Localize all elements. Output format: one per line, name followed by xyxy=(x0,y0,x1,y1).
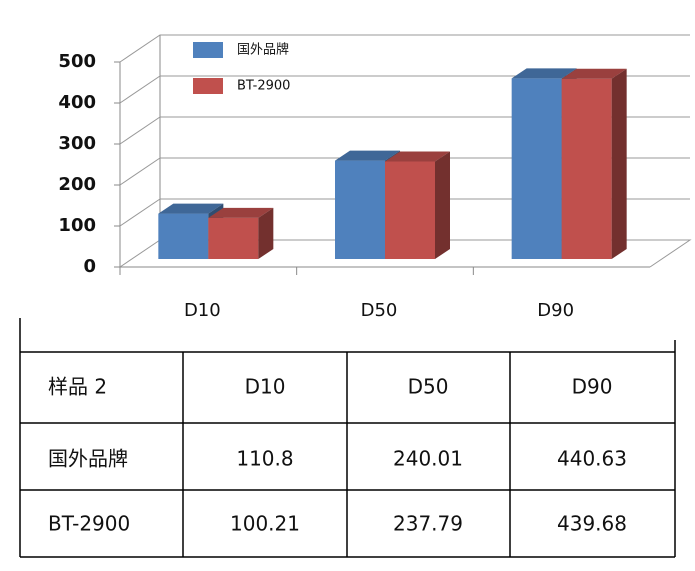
y-tick-label: 400 xyxy=(58,92,96,113)
table-cell: 100.21 xyxy=(230,512,300,536)
y-tick-label: 200 xyxy=(58,174,96,195)
bar xyxy=(208,217,259,259)
table-corner: 样品 2 xyxy=(48,375,107,399)
grid-line xyxy=(119,75,690,104)
table-cell: 240.01 xyxy=(393,447,463,471)
legend-label: 国外品牌 xyxy=(237,42,289,58)
y-tick-label: 300 xyxy=(58,133,96,154)
bar xyxy=(561,78,612,259)
y-tick-label: 0 xyxy=(83,256,96,277)
bar-side xyxy=(611,68,627,259)
table-cell: 110.8 xyxy=(236,447,293,471)
legend-label: BT-2900 xyxy=(237,79,290,94)
bar-top xyxy=(385,151,450,162)
bar-top xyxy=(208,207,274,218)
y-tick-label: 500 xyxy=(58,51,96,72)
legend-swatch xyxy=(193,78,223,94)
bar-top xyxy=(561,68,627,79)
table xyxy=(19,318,676,558)
x-tick-label: D90 xyxy=(537,300,574,321)
x-tick-label: D50 xyxy=(361,300,398,321)
bar-side xyxy=(258,207,274,259)
grid-line xyxy=(119,34,690,63)
table-cell: 440.63 xyxy=(557,447,627,471)
bar-top xyxy=(158,203,224,214)
y-tick-label: 100 xyxy=(58,215,96,236)
bar xyxy=(335,160,385,259)
bar-top xyxy=(335,150,400,161)
chart: 0 100 200 300 400 500 D10 D50 D90 国外品牌 BT-2900 D10 D… xyxy=(48,34,692,536)
bar xyxy=(511,78,562,259)
legend-swatch xyxy=(193,42,223,58)
table-header: D90 xyxy=(572,375,613,399)
table-header: D50 xyxy=(408,375,449,399)
table-row-label: BT-2900 xyxy=(48,512,130,536)
bar xyxy=(385,161,435,259)
table-row-label: 国外品牌 xyxy=(48,447,128,471)
bar-side xyxy=(435,151,450,259)
x-tick-label: D10 xyxy=(184,300,221,321)
table-cell: 439.68 xyxy=(557,512,627,536)
table-cell: 237.79 xyxy=(393,512,463,536)
table-header: D10 xyxy=(245,375,286,399)
bar-top xyxy=(511,68,577,79)
bar xyxy=(158,213,209,259)
